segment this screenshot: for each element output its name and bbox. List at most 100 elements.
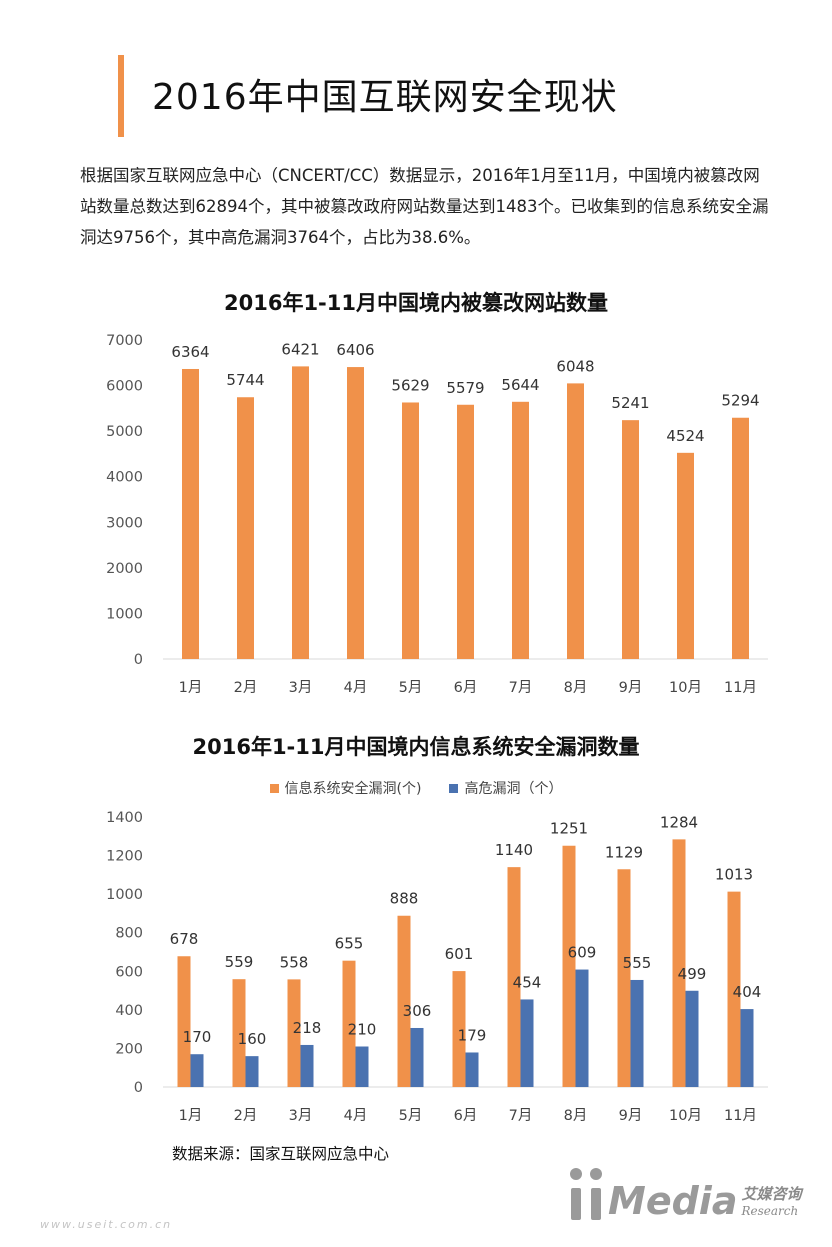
data-label: 6406 — [336, 341, 374, 359]
data-label: 5629 — [391, 376, 429, 394]
bar-vulnerabilities — [287, 979, 301, 1087]
legend-item-vulnerabilities: 信息系统安全漏洞(个) — [269, 778, 422, 798]
x-tick-label: 8月 — [564, 1108, 588, 1124]
legend-label-vulnerabilities: 信息系统安全漏洞(个) — [284, 781, 422, 797]
x-tick-label: 2月 — [234, 680, 258, 696]
bar-high-risk — [520, 999, 534, 1087]
bar-high-risk — [685, 990, 699, 1087]
bar-high-risk — [300, 1044, 314, 1087]
y-tick-label: 0 — [134, 652, 143, 668]
x-tick-label: 7月 — [509, 680, 533, 696]
y-tick-label: 5000 — [106, 424, 143, 440]
data-label: 160 — [238, 1030, 267, 1048]
bottom-url: www.useit.com.cn — [40, 1218, 173, 1231]
bar-vulnerabilities — [727, 891, 741, 1087]
x-tick-label: 4月 — [344, 1108, 368, 1124]
data-source: 数据来源：国家互联网应急中心 — [172, 1145, 390, 1163]
legend-swatch-blue — [449, 783, 459, 793]
bar-vulnerabilities — [342, 960, 356, 1087]
y-tick-label: 400 — [115, 1003, 143, 1019]
bar-high-risk — [740, 1009, 754, 1087]
data-label: 1013 — [715, 866, 753, 884]
bar-vulnerabilities — [177, 956, 191, 1087]
bar-high-risk — [190, 1054, 204, 1087]
chart1-svg: 0 1000 2000 3000 4000 5000 6000 7000 1月 6364 2月 574… — [106, 333, 768, 696]
x-tick-label: 9月 — [619, 680, 643, 696]
bar-high-risk — [575, 969, 589, 1087]
x-tick-label: 10月 — [669, 1108, 702, 1124]
bar-vulnerabilities — [672, 839, 686, 1087]
chart2-title: 2016年1-11月中国境内信息系统安全漏洞数量 — [192, 735, 640, 759]
bar-vulnerabilities — [617, 869, 631, 1087]
data-label: 655 — [335, 935, 364, 953]
x-tick-label: 5月 — [399, 1108, 423, 1124]
title-accent-bar — [118, 55, 124, 137]
data-label: 4524 — [666, 427, 704, 445]
y-tick-label: 1000 — [106, 606, 143, 622]
legend-label-high-risk: 高危漏洞（个） — [464, 781, 563, 797]
data-label: 1140 — [495, 841, 533, 859]
bar-tampered-sites — [512, 401, 529, 659]
legend-swatch-orange — [269, 783, 279, 793]
data-label: 170 — [183, 1028, 212, 1046]
x-tick-label: 6月 — [454, 1108, 478, 1124]
chart1-title: 2016年1-11月中国境内被篡改网站数量 — [224, 291, 608, 315]
data-label: 210 — [348, 1021, 377, 1039]
x-tick-label: 8月 — [564, 680, 588, 696]
data-label: 6421 — [281, 340, 319, 358]
data-label: 5579 — [446, 379, 484, 397]
y-tick-label: 600 — [115, 964, 143, 980]
x-tick-label: 11月 — [724, 680, 757, 696]
bar-tampered-sites — [622, 420, 639, 659]
x-tick-label: 4月 — [344, 680, 368, 696]
data-label: 888 — [390, 890, 419, 908]
y-tick-label: 1400 — [106, 810, 143, 826]
bar-high-risk — [410, 1027, 424, 1087]
chart2-legend: 信息系统安全漏洞(个) 高危漏洞（个） — [0, 778, 832, 798]
data-label: 555 — [623, 954, 652, 972]
data-label: 6364 — [171, 343, 209, 361]
bar-tampered-sites — [182, 368, 199, 659]
bar-tampered-sites — [457, 404, 474, 659]
x-tick-label: 1月 — [179, 1108, 203, 1124]
x-tick-label: 1月 — [179, 680, 203, 696]
x-tick-label: 3月 — [289, 680, 313, 696]
data-label: 559 — [225, 953, 254, 971]
data-label: 404 — [733, 983, 762, 1001]
logo-en-text: Research — [741, 1204, 799, 1218]
chart2-svg: 0 200 400 600 800 1000 1200 1400 1月 678 170 2月 559 16… — [106, 810, 768, 1124]
y-tick-label: 3000 — [106, 515, 143, 531]
y-tick-label: 7000 — [106, 333, 143, 349]
data-label: 1129 — [605, 843, 643, 861]
data-label: 5744 — [226, 371, 264, 389]
bar-high-risk — [355, 1046, 369, 1087]
bar-tampered-sites — [237, 397, 254, 659]
legend-item-high-risk: 高危漏洞（个） — [449, 778, 562, 798]
bar-high-risk — [245, 1056, 259, 1087]
data-label: 306 — [403, 1002, 432, 1020]
data-label: 218 — [293, 1019, 322, 1037]
bar-vulnerabilities — [452, 971, 466, 1087]
data-label: 1251 — [550, 820, 588, 838]
data-label: 678 — [170, 930, 199, 948]
bar-high-risk — [465, 1052, 479, 1087]
data-label: 1284 — [660, 813, 698, 831]
bar-vulnerabilities — [397, 915, 411, 1087]
page-title: 2016年中国互联网安全现状 — [152, 77, 618, 118]
bar-high-risk — [630, 979, 644, 1087]
bar-vulnerabilities — [232, 979, 246, 1087]
y-tick-label: 4000 — [106, 470, 143, 486]
data-label: 601 — [445, 945, 474, 963]
y-tick-label: 1000 — [106, 887, 143, 903]
bar-tampered-sites — [402, 402, 419, 659]
data-label: 609 — [568, 944, 597, 962]
bar-tampered-sites — [677, 452, 694, 659]
x-tick-label: 10月 — [669, 680, 702, 696]
y-tick-label: 6000 — [106, 379, 143, 395]
bar-tampered-sites — [567, 383, 584, 659]
bar-tampered-sites — [732, 417, 749, 659]
imedia-logo: Media 艾媒咨询 Research — [568, 1168, 801, 1220]
logo-cn-text: 艾媒咨询 — [741, 1185, 802, 1203]
x-tick-label: 9月 — [619, 1108, 643, 1124]
data-label: 179 — [458, 1026, 487, 1044]
